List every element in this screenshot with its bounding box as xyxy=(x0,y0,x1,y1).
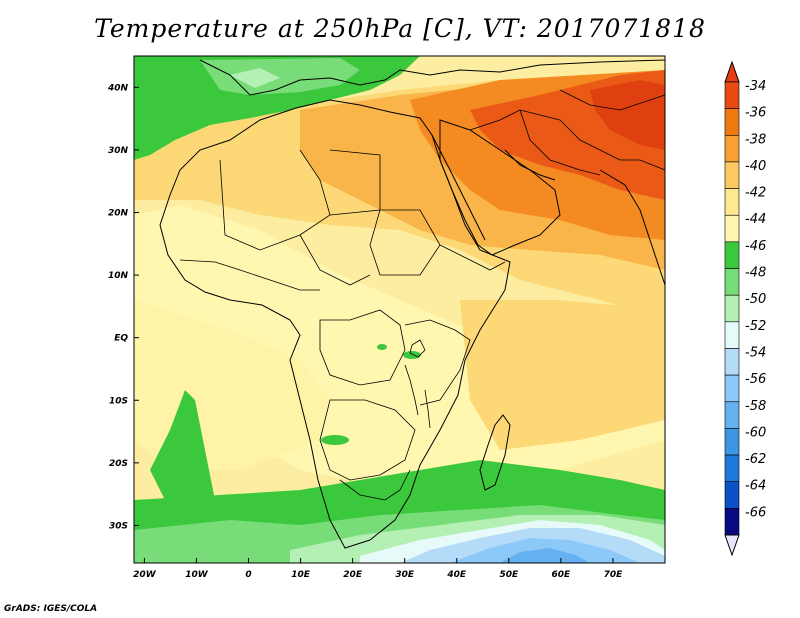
lat-label: 40N xyxy=(107,83,129,93)
colorbar-swatch xyxy=(724,348,740,376)
border-east-africa xyxy=(404,319,471,406)
colorbar-label: -52 xyxy=(745,319,766,334)
lake-tanganyika xyxy=(404,364,419,416)
colorbar-label: -40 xyxy=(745,159,766,174)
border-southern-africa xyxy=(319,399,416,481)
border-chad-niger xyxy=(299,234,371,286)
lat-label: 20N xyxy=(108,208,129,218)
plot-area xyxy=(134,56,666,563)
field-blue-dark-south xyxy=(500,548,590,563)
field-green-light-north xyxy=(200,58,360,95)
lat-label: 30S xyxy=(109,521,128,531)
colorbar-label: -48 xyxy=(745,266,766,281)
colorbar-swatch xyxy=(724,188,740,216)
colorbar-top-arrow xyxy=(724,60,740,83)
colorbar-swatch xyxy=(724,214,740,243)
border-central-asia xyxy=(559,89,666,111)
colorbar-label: -34 xyxy=(745,79,766,94)
borders xyxy=(179,89,666,501)
colorbar-swatch xyxy=(724,428,740,456)
colorbar-swatch xyxy=(724,481,740,509)
field-green-pale-north xyxy=(230,68,280,88)
border-libya-egypt xyxy=(329,149,381,216)
colorbar-swatch xyxy=(724,241,740,269)
lon-label: 30E xyxy=(395,570,415,580)
colorbar-swatch xyxy=(724,161,740,189)
border-horn xyxy=(439,244,506,271)
credit-text: GrADS: IGES/COLA xyxy=(4,604,98,614)
colorbar-swatch xyxy=(724,108,740,136)
colorbar-label: -42 xyxy=(745,186,766,201)
madagascar-coastline xyxy=(479,414,511,491)
field-green-atlantic-tongue xyxy=(150,390,215,500)
lat-label: EQ xyxy=(114,334,128,344)
lakes xyxy=(404,339,431,429)
colorbar-label: -46 xyxy=(745,239,766,254)
colorbar-swatch xyxy=(724,294,740,323)
latitude-axis: 40N 30N 20N 10N EQ 10S 20S 30S xyxy=(107,83,139,531)
colorbar-swatch xyxy=(724,508,740,536)
lon-label: 20W xyxy=(133,570,157,580)
border-congo xyxy=(319,309,406,386)
field-green-spot-lake xyxy=(403,351,421,359)
field-green-spot-kalahari xyxy=(321,435,349,445)
lake-victoria xyxy=(409,339,426,358)
lat-label: 30N xyxy=(108,146,129,156)
europe-coastline xyxy=(199,59,666,96)
coastlines xyxy=(159,59,666,549)
lake-malawi xyxy=(424,389,431,429)
lon-label: 10W xyxy=(185,570,209,580)
lat-label: 10N xyxy=(108,271,129,281)
border-sudan xyxy=(369,209,441,276)
colorbar-label: -38 xyxy=(745,132,766,147)
field-green-spot-central xyxy=(377,344,387,350)
lon-label: 0 xyxy=(245,570,251,580)
border-mideast xyxy=(469,109,666,171)
lon-label: 60E xyxy=(552,570,572,580)
colorbar-label: -36 xyxy=(745,106,766,121)
colorbar-label: -44 xyxy=(745,212,766,227)
lon-label: 10E xyxy=(291,570,311,580)
colorbar-label: -58 xyxy=(745,399,766,414)
lon-label: 40E xyxy=(446,570,467,580)
colorbar-swatch xyxy=(724,268,740,296)
arabia-coastline xyxy=(439,119,561,256)
colorbar-swatch xyxy=(724,134,740,163)
lon-label: 20E xyxy=(343,570,363,580)
colorbar-label: -62 xyxy=(745,452,766,467)
colorbar-swatch xyxy=(724,401,740,429)
colorbar-label: -50 xyxy=(745,292,766,307)
longitude-axis: 20W 10W 0 10E 20E 30E 40E 50E 60E 70E xyxy=(133,558,623,580)
colorbar-label: -66 xyxy=(745,505,766,520)
border-west-africa xyxy=(179,259,320,291)
colorbar-swatch xyxy=(724,81,740,109)
colorbar-swatch xyxy=(724,374,740,403)
colorbar-label: -64 xyxy=(745,479,766,494)
red-sea xyxy=(431,134,486,241)
border-south-africa xyxy=(339,469,411,501)
lat-label: 20S xyxy=(109,459,128,469)
field-yellow-east xyxy=(460,300,665,450)
colorbar-swatch xyxy=(724,454,740,483)
lat-label: 10S xyxy=(109,396,128,406)
persian-gulf xyxy=(504,149,556,181)
india-coastline xyxy=(599,169,666,286)
lon-label: 50E xyxy=(499,570,519,580)
border-iran xyxy=(519,109,601,176)
map-title: Temperature at 250hPa [C], VT: 201707181… xyxy=(94,14,706,43)
colorbar-swatch xyxy=(724,321,740,349)
colorbar-label: -56 xyxy=(745,372,766,387)
colorbar-label: -54 xyxy=(745,345,766,360)
colorbar: -34 -36 -38 -40 -42 -44 -46 -48 -50 -52 -54 -56 -58 -… xyxy=(724,60,766,557)
plot-frame xyxy=(133,55,666,564)
colorbar-label: -60 xyxy=(745,425,766,440)
field-red-core xyxy=(590,80,665,150)
colorbar-bottom-arrow xyxy=(724,534,740,557)
lon-label: 70E xyxy=(604,570,624,580)
